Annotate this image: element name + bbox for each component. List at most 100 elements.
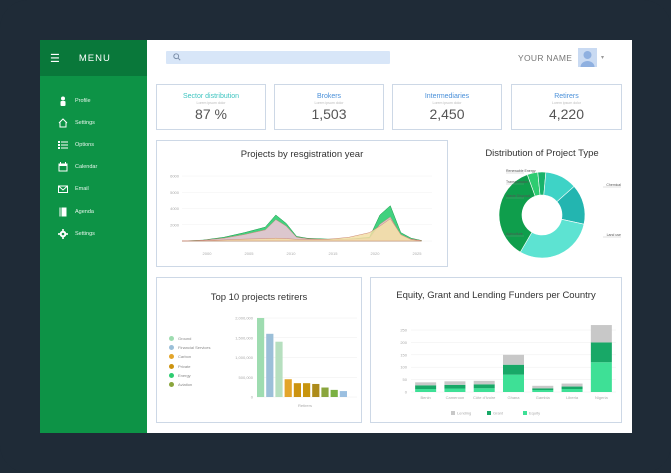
legend-label: Aviation [178, 382, 193, 387]
sidebar-item-label: Settings [75, 120, 95, 126]
legend-item[interactable]: Aviation [169, 382, 192, 387]
kpi-value: 1,503 [311, 106, 347, 122]
stacked-bar-segment [444, 381, 466, 385]
stacked-bar-segment [415, 385, 437, 390]
funders-stacked-bar-chart: 0 50 100 150 200 250 Benin Cameroon Côte d'Ivoir… [400, 325, 616, 416]
stacked-bar-segment [590, 342, 612, 363]
legend-item[interactable]: Energy [169, 372, 191, 378]
top-retirers-card: Top 10 projects retirers Ground Financial… [156, 277, 362, 423]
sidebar-item-label: Settings [75, 231, 95, 237]
sidebar-item-email[interactable]: Email [58, 184, 89, 194]
sidebar-item-label: Options [75, 142, 94, 148]
x-tick-label: 2025 [413, 251, 423, 256]
legend-item[interactable]: Private [169, 363, 190, 369]
kpi-value: 4,220 [548, 106, 585, 122]
legend-label: Grant [493, 411, 504, 416]
bar [275, 341, 283, 397]
legend-item[interactable]: Financial Services [169, 345, 211, 351]
chevron-down-icon[interactable]: ▾ [601, 55, 605, 61]
x-tick-label: Nigeria [595, 395, 608, 400]
kpi-title: Brokers [316, 93, 342, 100]
book-icon [59, 207, 67, 217]
legend-swatch [451, 411, 455, 415]
stacked-bar-segment [590, 325, 612, 343]
stacked-bar-segment [503, 354, 524, 365]
stacked-bar-segment [473, 388, 495, 392]
kpi-subtitle: Lorem ipsum dolor [432, 101, 462, 105]
kpi-card-sector[interactable]: Sector distribution Lorem ipsum dolor 87… [156, 84, 266, 130]
sidebar-item-label: Agenda [75, 209, 94, 215]
kpi-value: 2,450 [429, 106, 465, 122]
user-name[interactable]: YOUR NAME [518, 53, 573, 63]
stacked-bar-segment [561, 383, 583, 387]
stacked-bar-segment [590, 362, 612, 392]
x-tick-label: 2015 [329, 251, 339, 256]
dashboard-screen: ☰ MENU Profile Settings Options Calendar [40, 40, 632, 433]
slice-label: Transportation [506, 180, 528, 184]
sidebar-item-label: Profile [75, 98, 91, 104]
legend-label: Lending [457, 411, 471, 416]
y-tick-label: 4000 [170, 206, 180, 211]
sidebar-item-calendar[interactable]: Calendar [58, 162, 97, 172]
legend-swatch [169, 382, 174, 387]
legend-item[interactable]: Carbon [169, 354, 192, 360]
x-tick-label: Cameroon [446, 395, 465, 400]
series-area-sand [181, 218, 422, 242]
kpi-value: 87 % [195, 106, 227, 122]
y-tick-label: 150 [400, 352, 407, 357]
avatar[interactable] [578, 48, 597, 67]
legend-item[interactable]: Ground [169, 336, 191, 341]
kpi-card-retirers[interactable]: Retirers Lorem ipsum dolor 4,220 [511, 84, 622, 130]
stacked-bar-segment [415, 389, 437, 392]
project-type-panel: Distribution of Project Type Renewable E… [458, 140, 626, 267]
x-tick-label: Ghana [507, 395, 520, 400]
menu-header[interactable]: ☰ MENU [40, 40, 147, 76]
legend-swatch [169, 345, 174, 351]
kpi-subtitle: Lorem ipsum dolor [196, 101, 226, 105]
sidebar-item-agenda[interactable]: Agenda [58, 207, 94, 217]
list-icon [58, 141, 68, 149]
legend-label: Carbon [178, 354, 192, 360]
sidebar: ☰ MENU Profile Settings Options Calendar [40, 40, 147, 433]
stacked-bar-segment [561, 389, 583, 392]
y-tick-label: 2,000,000 [235, 316, 254, 321]
bar [257, 318, 265, 397]
legend-swatch [487, 411, 491, 415]
bar [303, 383, 311, 397]
kpi-card-brokers[interactable]: Brokers Lorem ipsum dolor 1,503 [274, 84, 384, 130]
search-icon[interactable] [173, 53, 181, 61]
y-tick-label: 100 [400, 365, 407, 370]
chart-title: Top 10 projects retirers [210, 292, 308, 303]
bar [312, 383, 320, 397]
legend-swatch [169, 372, 174, 378]
legend-label: Financial Services [178, 345, 211, 351]
user-icon [60, 96, 66, 106]
sidebar-item-settings-2[interactable]: Settings [58, 229, 95, 239]
sidebar-item-profile[interactable]: Profile [58, 96, 91, 106]
gear-icon [58, 229, 68, 239]
retirers-bar-chart: 0 500,000 1,000,000 1,500,000 2,000,000 Retir… [235, 316, 357, 408]
envelope-icon [58, 185, 68, 193]
x-tick-label: Benin [421, 395, 431, 400]
y-tick-label: 1,000,000 [235, 355, 254, 360]
slice-label: Waste Disposal [506, 194, 530, 198]
chart-title: Projects by resgistration year [240, 149, 364, 160]
hamburger-icon[interactable]: ☰ [50, 52, 60, 65]
kpi-card-intermediaries[interactable]: Intermediaries Lorem ipsum dolor 2,450 [392, 84, 502, 130]
stacked-bar-segment [415, 382, 437, 386]
slice-label: Renewable Energy [506, 169, 536, 173]
stacked-bar-segment [532, 388, 554, 391]
sidebar-item-options[interactable]: Options [58, 140, 94, 150]
y-tick-label: 200 [400, 340, 407, 345]
bar [321, 387, 329, 397]
x-tick-label: 2000 [203, 251, 213, 256]
sidebar-item-settings[interactable]: Settings [58, 118, 95, 128]
bar [266, 333, 274, 397]
legend-label: Equity [529, 411, 540, 416]
y-tick-label: 500,000 [239, 375, 254, 380]
donut-chart: Renewable Energy Transportation Waste Disp… [498, 169, 621, 259]
slice-label: Chemical [606, 183, 621, 187]
search-input[interactable] [166, 51, 390, 64]
sidebar-item-label: Calendar [75, 164, 98, 170]
